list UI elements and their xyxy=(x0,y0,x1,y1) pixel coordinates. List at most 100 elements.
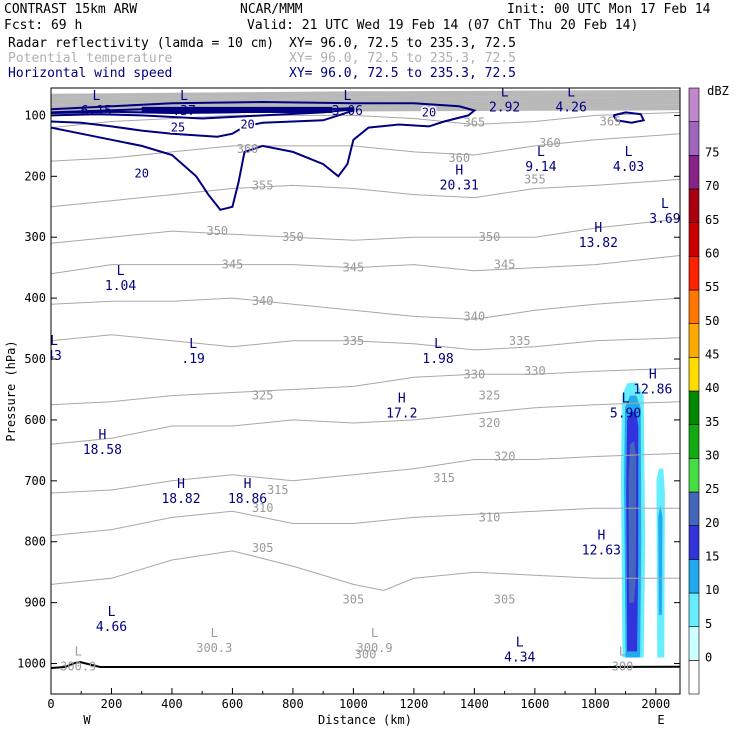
x-tick-label-1200: 1200 xyxy=(399,697,428,711)
theta-strat-line xyxy=(51,99,680,105)
colorbar-label-50: 50 xyxy=(705,314,719,328)
colorbar-label-15: 15 xyxy=(705,550,719,564)
theta-extremum-2-type: L xyxy=(371,626,378,640)
colorbar-label-45: 45 xyxy=(705,348,719,362)
theta-line-360 xyxy=(51,111,680,129)
field-theta-xy: XY= 96.0, 72.5 to 235.3, 72.5 xyxy=(289,51,516,66)
wind-extremum-8-value: 3.69 xyxy=(649,212,680,227)
y-tick-label-300: 300 xyxy=(24,230,46,244)
theta-label-16: 340 xyxy=(252,294,274,308)
wind-label-2: 20 xyxy=(134,166,148,180)
wind-extremum-18-type: H xyxy=(177,477,185,492)
colorbar-swatch-8 xyxy=(688,390,700,425)
wind-extremum-22-value: 4.34 xyxy=(504,650,535,665)
wind-extremum-16-type: L xyxy=(622,392,630,407)
theta-extremum-1-type: L xyxy=(211,626,218,640)
wind-extremum-5-type: L xyxy=(537,145,545,160)
wind-extremum-16-value: 5.90 xyxy=(610,407,641,422)
wind-extremum-2-type: L xyxy=(343,89,351,104)
wind-extremum-9-value: 13.82 xyxy=(579,236,618,251)
colorbar-swatch-15 xyxy=(688,155,700,190)
wind-extremum-4-type: L xyxy=(567,85,575,100)
x-tick-label-1600: 1600 xyxy=(520,697,549,711)
colorbar-swatch-9 xyxy=(688,357,700,392)
theta-label-15: 335 xyxy=(509,334,531,348)
theta-label-24: 355 xyxy=(252,178,274,192)
colorbar-swatch-12 xyxy=(688,256,700,291)
colorbar-label-70: 70 xyxy=(705,179,719,193)
colorbar-swatch-17 xyxy=(688,87,700,122)
colorbar-swatch-6 xyxy=(688,458,700,493)
wind-extremum-5: L9.14 xyxy=(525,145,556,175)
theta-strat-line xyxy=(51,90,680,96)
colorbar-swatch-4 xyxy=(688,525,700,560)
wind-label-0: 20 xyxy=(422,105,436,119)
wind-extremum-22-type: L xyxy=(516,635,524,650)
y-axis-label: Pressure (hPa) xyxy=(4,340,18,441)
wind-extremum-10: L1.04 xyxy=(105,264,136,294)
x-end-label-east: E xyxy=(657,713,664,727)
wind-extremum-15-type: H xyxy=(398,392,406,407)
valid-time: Valid: 21 UTC Wed 19 Feb 14 (07 ChT Thu … xyxy=(247,18,638,33)
y-tick-label-900: 900 xyxy=(24,596,46,610)
colorbar-swatch-16 xyxy=(688,121,700,156)
theta-strat-line xyxy=(51,91,680,98)
wind-extremum-15-value: 17.2 xyxy=(386,407,417,422)
theta-label-23: 350 xyxy=(479,230,501,244)
y-tick-label-500: 500 xyxy=(24,352,46,366)
theta-label-28: 360 xyxy=(539,136,561,150)
theta-label-26: 360 xyxy=(237,142,259,156)
theta-label-30: 365 xyxy=(600,114,622,128)
wind-extremum-14: H12.86 xyxy=(633,367,672,397)
colorbar-label-5: 5 xyxy=(705,617,712,631)
theta-label-29: 365 xyxy=(464,116,486,130)
x-tick-label-1800: 1800 xyxy=(581,697,610,711)
wind-extremum-0: L6.15 xyxy=(81,89,112,119)
colorbar-swatch-14 xyxy=(688,188,700,223)
x-tick-label-400: 400 xyxy=(161,697,183,711)
wind-extremum-20: H12.63 xyxy=(582,529,621,559)
theta-extremum-0-value: 300.9 xyxy=(60,659,96,673)
wind-extremum-0-type: L xyxy=(92,89,100,104)
theta-extremum-1-value: 300.3 xyxy=(196,641,232,655)
wind-extremum-19-value: 18.86 xyxy=(228,492,267,507)
wind-extremum-1-type: L xyxy=(180,89,188,104)
theta-line-345 xyxy=(51,218,680,244)
theta-strat-line xyxy=(51,95,680,102)
wind-extremum-12-type: L xyxy=(434,337,442,352)
wind-jet-core xyxy=(141,106,333,113)
theta-label-8: 320 xyxy=(494,449,516,463)
y-tick-label-400: 400 xyxy=(24,291,46,305)
theta-label-27: 360 xyxy=(448,151,470,165)
colorbar-label-60: 60 xyxy=(705,247,719,261)
theta-line-350 xyxy=(51,178,680,208)
colorbar-label-10: 10 xyxy=(705,583,719,597)
reflectivity-field xyxy=(621,382,665,658)
y-tick-label-1000: 1000 xyxy=(17,657,46,671)
organization: NCAR/MMM xyxy=(240,2,303,17)
theta-label-7: 315 xyxy=(433,471,455,485)
y-tick-label-100: 100 xyxy=(24,108,46,122)
contour-labels: 300 305 305 305 310 310 315 315 320 320 325 325 330 3… xyxy=(133,104,622,662)
wind-contours xyxy=(51,100,646,211)
wind-extremum-13-value: 43 xyxy=(46,349,62,364)
wind-extremum-13-type: L xyxy=(50,334,58,349)
theta-label-2: 305 xyxy=(343,593,365,607)
terrain-line xyxy=(51,660,680,669)
theta-label-14: 335 xyxy=(343,334,365,348)
theta-label-17: 340 xyxy=(464,309,486,323)
wind-extremum-9-type: H xyxy=(594,221,602,236)
colorbar-label-75: 75 xyxy=(705,146,719,160)
wind-extremum-1-value: .37 xyxy=(172,104,195,119)
wind-extremum-19-type: H xyxy=(244,477,252,492)
colorbar-swatch-5 xyxy=(688,491,700,526)
theta-line-325 xyxy=(51,367,680,406)
wind-extremum-8-type: L xyxy=(661,197,669,212)
y-tick-label-600: 600 xyxy=(24,413,46,427)
x-end-label-west: W xyxy=(83,713,91,727)
init-time: Init: 00 UTC Mon 17 Feb 14 xyxy=(507,2,711,17)
theta-label-18: 345 xyxy=(222,258,244,272)
